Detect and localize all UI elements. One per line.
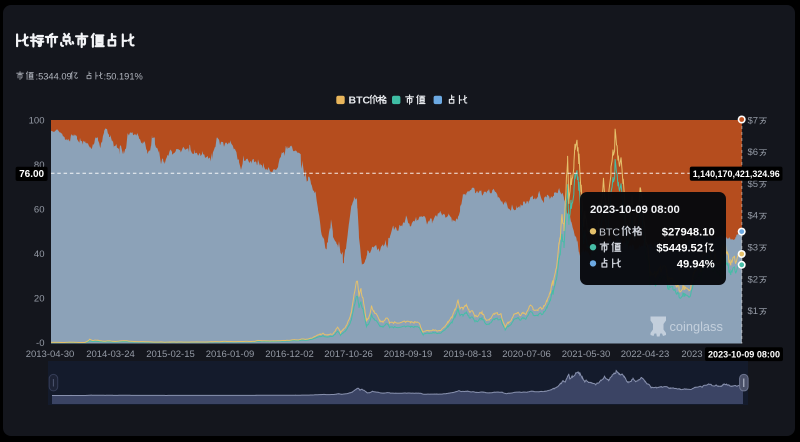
svg-text:2023-10-09 08:00: 2023-10-09 08:00 <box>590 204 680 216</box>
svg-text:$2: $2 <box>748 274 759 285</box>
svg-text:2023-10-09 08:00: 2023-10-09 08:00 <box>708 349 780 360</box>
svg-text:2015-02-15: 2015-02-15 <box>146 349 195 360</box>
svg-text:2023: 2023 <box>681 349 702 360</box>
svg-text::50.191%: :50.191% <box>104 71 143 81</box>
svg-text:2013-04-30: 2013-04-30 <box>26 349 75 360</box>
svg-text:$1: $1 <box>748 306 759 317</box>
svg-text:60: 60 <box>34 204 45 215</box>
svg-text:49.94%: 49.94% <box>677 259 715 271</box>
svg-text:2016-01-09: 2016-01-09 <box>206 349 255 360</box>
svg-text:2018-09-19: 2018-09-19 <box>384 349 433 360</box>
svg-text:2021-05-30: 2021-05-30 <box>562 349 611 360</box>
svg-text:$3: $3 <box>748 243 759 254</box>
svg-text:2017-10-26: 2017-10-26 <box>324 349 373 360</box>
svg-text:$5449.52: $5449.52 <box>656 242 703 254</box>
svg-text::5344.09: :5344.09 <box>36 71 72 81</box>
svg-text:100: 100 <box>29 115 45 126</box>
svg-text:2022-04-23: 2022-04-23 <box>621 349 670 360</box>
svg-text:2020-07-06: 2020-07-06 <box>502 349 551 360</box>
svg-text:$5: $5 <box>748 179 759 190</box>
svg-text:2014-03-24: 2014-03-24 <box>86 349 135 360</box>
svg-text:76.00: 76.00 <box>19 169 44 180</box>
svg-text:BTC: BTC <box>599 226 620 238</box>
svg-text:BTC: BTC <box>349 95 371 107</box>
svg-text:1,140,170,421,324.96: 1,140,170,421,324.96 <box>693 169 780 180</box>
svg-text:80: 80 <box>34 160 45 171</box>
svg-text:-0: -0 <box>36 338 44 349</box>
svg-text:coinglass: coinglass <box>670 319 723 334</box>
svg-text:$6: $6 <box>748 147 759 158</box>
svg-text:$4: $4 <box>748 211 759 222</box>
svg-text:2019-08-13: 2019-08-13 <box>443 349 492 360</box>
svg-text:$7: $7 <box>748 115 759 126</box>
svg-text:$27948.10: $27948.10 <box>662 227 715 239</box>
svg-text:2016-12-02: 2016-12-02 <box>265 349 314 360</box>
svg-text:20: 20 <box>34 293 45 304</box>
svg-text:40: 40 <box>34 249 45 260</box>
